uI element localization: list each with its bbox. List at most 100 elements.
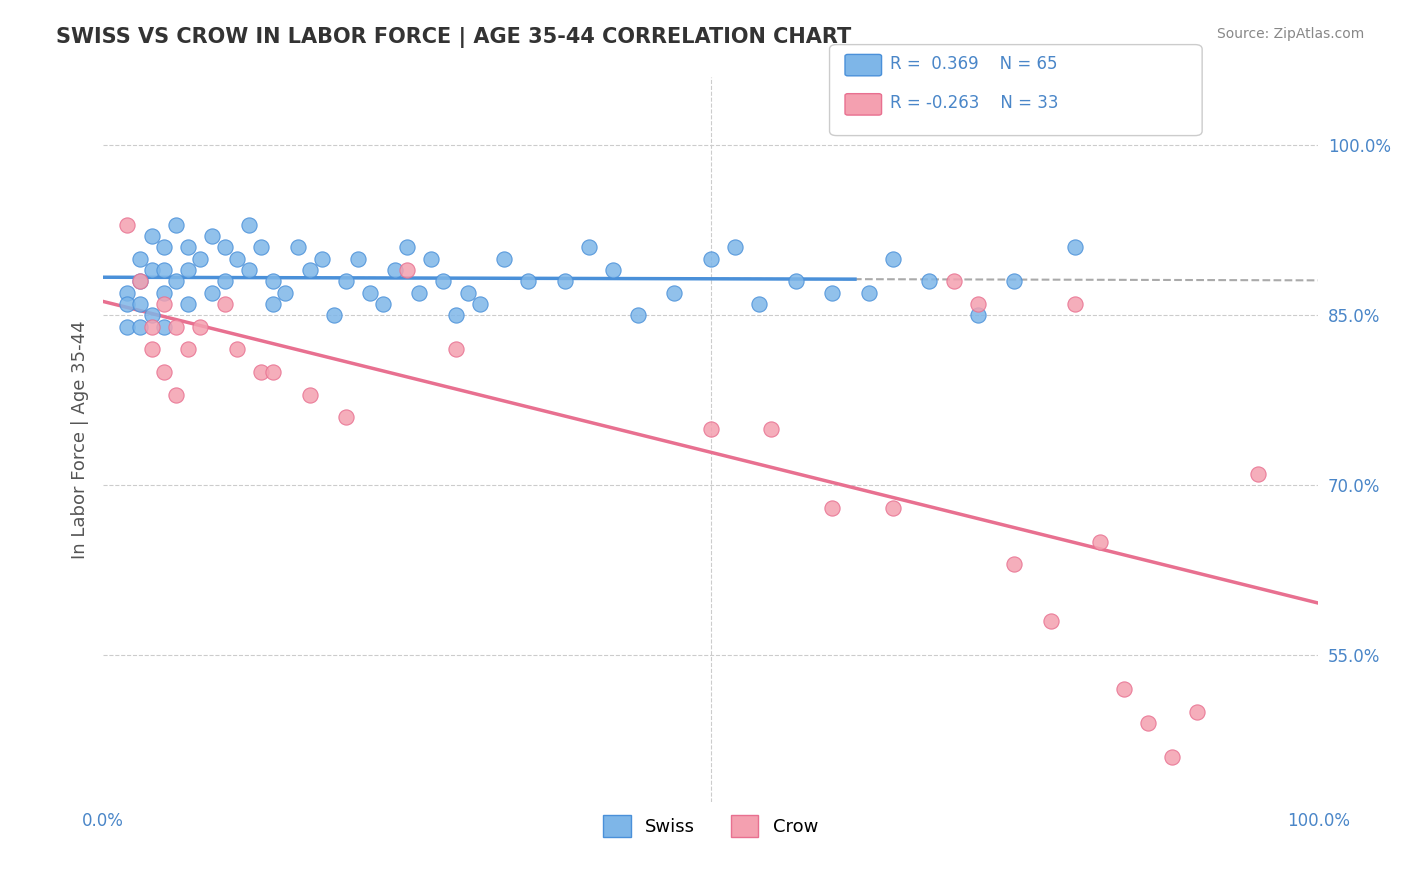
Point <box>444 343 467 357</box>
Point <box>165 319 187 334</box>
Point <box>250 240 273 254</box>
Point <box>128 252 150 266</box>
Point <box>699 252 721 266</box>
Point <box>821 285 844 300</box>
Point <box>128 297 150 311</box>
Point <box>262 365 284 379</box>
Point <box>177 240 200 254</box>
Point <box>554 274 576 288</box>
Text: SWISS VS CROW IN LABOR FORCE | AGE 35-44 CORRELATION CHART: SWISS VS CROW IN LABOR FORCE | AGE 35-44… <box>56 27 852 48</box>
Point <box>141 343 163 357</box>
Point <box>153 365 176 379</box>
Text: R = -0.263    N = 33: R = -0.263 N = 33 <box>890 95 1059 112</box>
Point <box>225 343 247 357</box>
Point <box>602 263 624 277</box>
Point <box>1137 716 1160 731</box>
Point <box>117 218 139 232</box>
Point <box>153 240 176 254</box>
Point <box>250 365 273 379</box>
Point <box>967 297 990 311</box>
Point <box>153 297 176 311</box>
Point <box>188 319 211 334</box>
Point <box>457 285 479 300</box>
Point <box>395 240 418 254</box>
Point <box>141 308 163 322</box>
Point <box>141 263 163 277</box>
Point <box>444 308 467 322</box>
Point <box>165 274 187 288</box>
Point <box>664 285 686 300</box>
Point <box>1161 750 1184 764</box>
Point <box>384 263 406 277</box>
Point <box>141 319 163 334</box>
Point <box>128 274 150 288</box>
Point <box>188 252 211 266</box>
Point <box>214 274 236 288</box>
Point <box>918 274 941 288</box>
Point <box>420 252 443 266</box>
Point <box>821 500 844 515</box>
Point <box>117 297 139 311</box>
Point <box>1088 534 1111 549</box>
Point <box>395 263 418 277</box>
Point <box>724 240 747 254</box>
Point <box>359 285 381 300</box>
Point <box>225 252 247 266</box>
Point <box>214 240 236 254</box>
Point <box>311 252 333 266</box>
Point <box>785 274 807 288</box>
Point <box>177 263 200 277</box>
Point <box>201 285 224 300</box>
Point <box>153 319 176 334</box>
Point <box>274 285 297 300</box>
Point <box>468 297 491 311</box>
Point <box>699 421 721 435</box>
Point <box>967 308 990 322</box>
Point <box>153 263 176 277</box>
Point <box>1064 240 1087 254</box>
Point <box>494 252 516 266</box>
Point <box>1064 297 1087 311</box>
Point <box>141 229 163 244</box>
Text: Source: ZipAtlas.com: Source: ZipAtlas.com <box>1216 27 1364 41</box>
Y-axis label: In Labor Force | Age 35-44: In Labor Force | Age 35-44 <box>72 320 89 559</box>
Point <box>238 218 260 232</box>
Point <box>1004 558 1026 572</box>
Point <box>128 319 150 334</box>
Point <box>165 218 187 232</box>
Point <box>517 274 540 288</box>
Point <box>128 274 150 288</box>
Point <box>347 252 370 266</box>
Point <box>335 410 357 425</box>
Point <box>262 274 284 288</box>
Point <box>1185 705 1208 719</box>
Point <box>858 285 880 300</box>
Point <box>262 297 284 311</box>
Point <box>578 240 600 254</box>
Point <box>287 240 309 254</box>
Point <box>408 285 430 300</box>
Point <box>117 285 139 300</box>
Point <box>298 387 321 401</box>
Point <box>177 343 200 357</box>
Point <box>1112 681 1135 696</box>
Text: R =  0.369    N = 65: R = 0.369 N = 65 <box>890 55 1057 73</box>
Point <box>201 229 224 244</box>
Point <box>153 285 176 300</box>
Point <box>1246 467 1268 481</box>
Point <box>761 421 783 435</box>
Point <box>335 274 357 288</box>
Point <box>323 308 346 322</box>
Point <box>165 387 187 401</box>
Point <box>942 274 965 288</box>
Point <box>627 308 650 322</box>
Point <box>177 297 200 311</box>
Point <box>748 297 770 311</box>
Point <box>117 319 139 334</box>
Point <box>1004 274 1026 288</box>
Point <box>371 297 394 311</box>
Point <box>882 252 904 266</box>
Point <box>432 274 454 288</box>
Point <box>882 500 904 515</box>
Legend: Swiss, Crow: Swiss, Crow <box>596 807 825 844</box>
